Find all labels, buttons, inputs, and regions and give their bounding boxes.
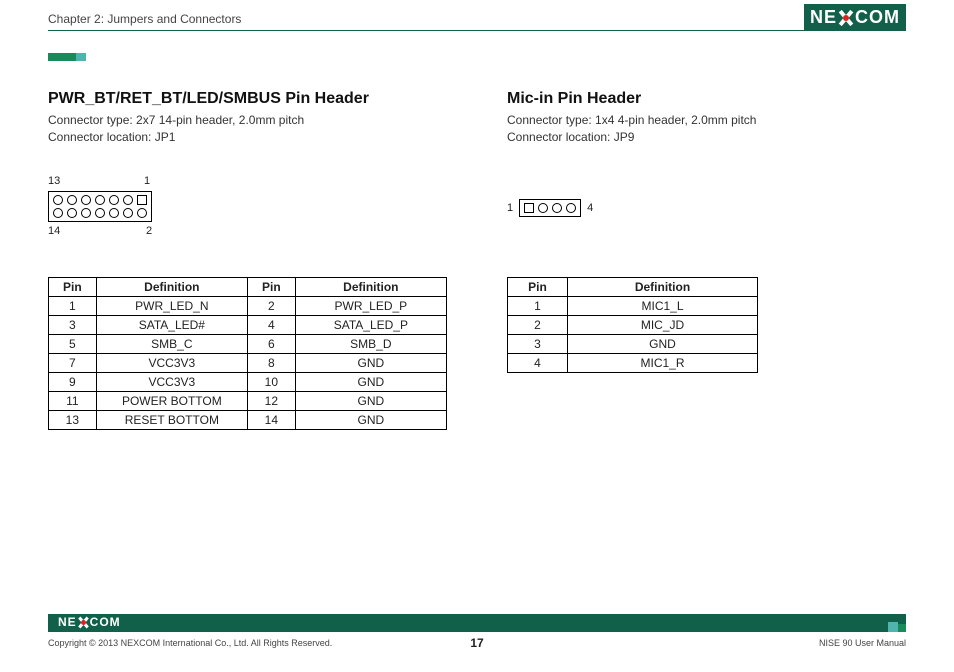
- table-cell: GND: [295, 372, 446, 391]
- table-row: 1MIC1_L: [508, 296, 758, 315]
- table-cell: 9: [49, 372, 97, 391]
- table-cell: VCC3V3: [96, 353, 247, 372]
- table-cell: GND: [295, 410, 446, 429]
- table-cell: 8: [247, 353, 295, 372]
- th: Pin: [247, 277, 295, 296]
- table-row: 3GND: [508, 334, 758, 353]
- table-cell: GND: [295, 353, 446, 372]
- logo-x-icon: [838, 10, 854, 26]
- table-cell: 5: [49, 334, 97, 353]
- logo-suffix: COM: [90, 615, 121, 629]
- table-row: 2MIC_JD: [508, 315, 758, 334]
- table-cell: 1: [508, 296, 568, 315]
- table-cell: SATA_LED_P: [295, 315, 446, 334]
- table-cell: 2: [247, 296, 295, 315]
- table-cell: VCC3V3: [96, 372, 247, 391]
- accent-bar-teal: [76, 53, 86, 61]
- table-cell: 11: [49, 391, 97, 410]
- left-subtitle-1: Connector type: 2x7 14-pin header, 2.0mm…: [48, 112, 447, 129]
- table-row: 4MIC1_R: [508, 353, 758, 372]
- footer-band: [48, 614, 906, 632]
- table-cell: 1: [49, 296, 97, 315]
- table-cell: GND: [568, 334, 758, 353]
- left-subtitle-2: Connector location: JP1: [48, 129, 447, 146]
- th: Pin: [508, 277, 568, 296]
- table-row: 11POWER BOTTOM12GND: [49, 391, 447, 410]
- table-cell: RESET BOTTOM: [96, 410, 247, 429]
- logo-prefix: NE: [810, 7, 837, 28]
- table-cell: GND: [295, 391, 446, 410]
- table-cell: PWR_LED_P: [295, 296, 446, 315]
- th: Definition: [568, 277, 758, 296]
- table-row: 1PWR_LED_N2PWR_LED_P: [49, 296, 447, 315]
- table-cell: 3: [49, 315, 97, 334]
- table-cell: 7: [49, 353, 97, 372]
- footer-corner-accent: [888, 622, 906, 632]
- logo-prefix: NE: [58, 615, 77, 629]
- table-cell: SMB_D: [295, 334, 446, 353]
- table-row: 7VCC3V38GND: [49, 353, 447, 372]
- diagram-label-left: 1: [507, 202, 513, 214]
- right-diagram: 1 4: [507, 177, 906, 247]
- table-cell: MIC1_L: [568, 296, 758, 315]
- table-cell: MIC1_R: [568, 353, 758, 372]
- logo-suffix: COM: [855, 7, 900, 28]
- table-cell: 12: [247, 391, 295, 410]
- header-rule: [48, 30, 906, 31]
- table-cell: SMB_C: [96, 334, 247, 353]
- table-row: 13RESET BOTTOM14GND: [49, 410, 447, 429]
- table-cell: MIC_JD: [568, 315, 758, 334]
- pin-1-square: [137, 195, 147, 205]
- left-title: PWR_BT/RET_BT/LED/SMBUS Pin Header: [48, 90, 447, 108]
- left-pin-table: Pin Definition Pin Definition 1PWR_LED_N…: [48, 277, 447, 430]
- table-cell: SATA_LED#: [96, 315, 247, 334]
- right-subtitle-1: Connector type: 1x4 4-pin header, 2.0mm …: [507, 112, 906, 129]
- diagram-label-bl: 14: [48, 225, 60, 237]
- table-cell: 2: [508, 315, 568, 334]
- table-cell: 3: [508, 334, 568, 353]
- table-cell: PWR_LED_N: [96, 296, 247, 315]
- pin-1-square: [524, 203, 534, 213]
- right-subtitle-2: Connector location: JP9: [507, 129, 906, 146]
- table-cell: 4: [508, 353, 568, 372]
- table-cell: 14: [247, 410, 295, 429]
- th: Pin: [49, 277, 97, 296]
- diagram-label-right: 4: [587, 202, 593, 214]
- right-title: Mic-in Pin Header: [507, 90, 906, 108]
- table-cell: 6: [247, 334, 295, 353]
- diagram-label-br: 2: [146, 225, 152, 237]
- diagram-label-tl: 13: [48, 175, 60, 187]
- table-cell: 13: [49, 410, 97, 429]
- manual-name: NISE 90 User Manual: [819, 638, 906, 648]
- table-row: 5SMB_C6SMB_D: [49, 334, 447, 353]
- nexcom-logo-bottom: NE COM: [54, 614, 125, 630]
- table-cell: 10: [247, 372, 295, 391]
- logo-x-icon: [78, 617, 89, 628]
- right-pin-table: Pin Definition 1MIC1_L2MIC_JD3GND4MIC1_R: [507, 277, 758, 373]
- nexcom-logo-top: NE COM: [804, 4, 906, 31]
- th: Definition: [96, 277, 247, 296]
- chapter-label: Chapter 2: Jumpers and Connectors: [48, 12, 241, 26]
- table-row: 9VCC3V310GND: [49, 372, 447, 391]
- th: Definition: [295, 277, 446, 296]
- right-column: Mic-in Pin Header Connector type: 1x4 4-…: [507, 90, 906, 430]
- left-column: PWR_BT/RET_BT/LED/SMBUS Pin Header Conne…: [48, 90, 447, 430]
- table-cell: 4: [247, 315, 295, 334]
- diagram-label-tr: 1: [144, 175, 150, 187]
- page-number: 17: [0, 636, 954, 650]
- table-cell: POWER BOTTOM: [96, 391, 247, 410]
- table-row: 3SATA_LED#4SATA_LED_P: [49, 315, 447, 334]
- accent-bar-green: [48, 53, 76, 61]
- left-diagram: 13 1 14 2: [48, 177, 447, 247]
